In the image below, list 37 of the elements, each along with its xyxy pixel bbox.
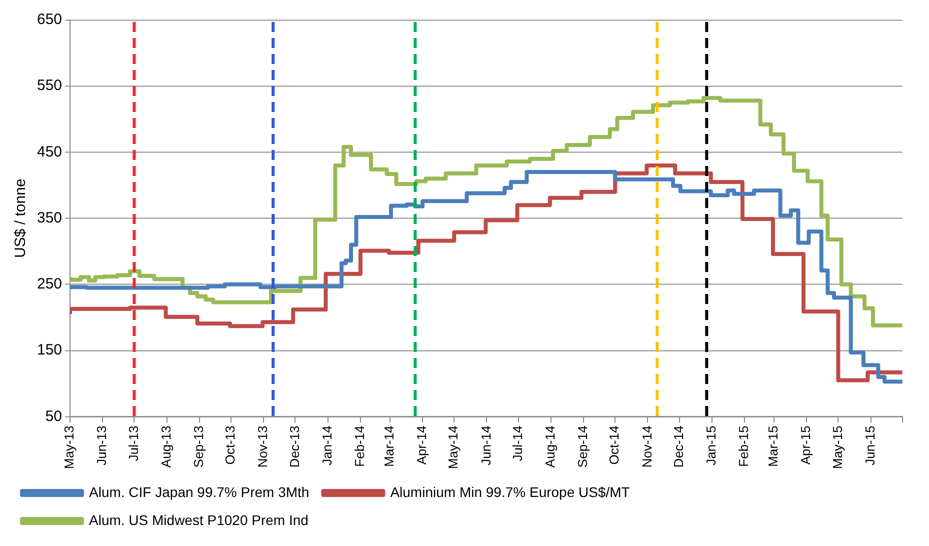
- x-tick-label: Jun-14: [478, 426, 494, 466]
- x-tick-label: Sep-14: [575, 426, 590, 468]
- x-tick-label: Nov-13: [255, 426, 270, 468]
- y-tick-label: 350: [36, 209, 62, 226]
- legend-label: Aluminium Min 99.7% Europe US$/MT: [390, 484, 630, 500]
- y-tick-label: 50: [45, 408, 62, 425]
- y-tick-label: 650: [36, 11, 62, 28]
- x-tick-label: Apr-15: [798, 426, 814, 465]
- x-tick-label: Jun-13: [94, 426, 110, 466]
- x-tick-label: Dec-13: [286, 426, 302, 468]
- x-tick-label: Sep-13: [191, 426, 206, 468]
- x-tick-label: Apr-14: [414, 426, 430, 465]
- x-tick-label: Mar-15: [766, 426, 781, 467]
- legend-label: Alum. US Midwest P1020 Prem Ind: [89, 512, 308, 528]
- x-tick-label: Oct-13: [222, 426, 238, 465]
- x-tick-label: Nov-14: [639, 426, 654, 468]
- x-tick-label: Jul-13: [126, 426, 141, 462]
- x-tick-label: Dec-14: [670, 426, 686, 468]
- x-tick-label: Jul-14: [510, 426, 525, 462]
- x-tick-label: Feb-14: [352, 426, 368, 467]
- x-tick-label: Aug-13: [158, 426, 174, 468]
- x-tick-label: Aug-14: [542, 426, 558, 468]
- x-tick-label: Jan-15: [704, 426, 719, 466]
- y-axis-title: US$ / tonne: [12, 178, 30, 258]
- x-tick-label: May-15: [830, 426, 845, 470]
- y-tick-label: 150: [36, 342, 62, 359]
- x-tick-label: Oct-14: [606, 426, 622, 465]
- x-tick-label: Jun-15: [862, 426, 878, 466]
- x-tick-label: May-14: [446, 426, 461, 470]
- x-tick-label: Mar-14: [382, 426, 397, 467]
- x-tick-label: May-13: [62, 426, 77, 470]
- x-tick-label: Jan-14: [319, 426, 334, 466]
- y-tick-label: 550: [36, 77, 62, 94]
- legend-label: Alum. CIF Japan 99.7% Prem 3Mth: [89, 484, 310, 500]
- y-tick-label: 450: [36, 143, 62, 160]
- x-tick-label: Feb-15: [736, 426, 752, 467]
- y-tick-label: 250: [36, 276, 62, 293]
